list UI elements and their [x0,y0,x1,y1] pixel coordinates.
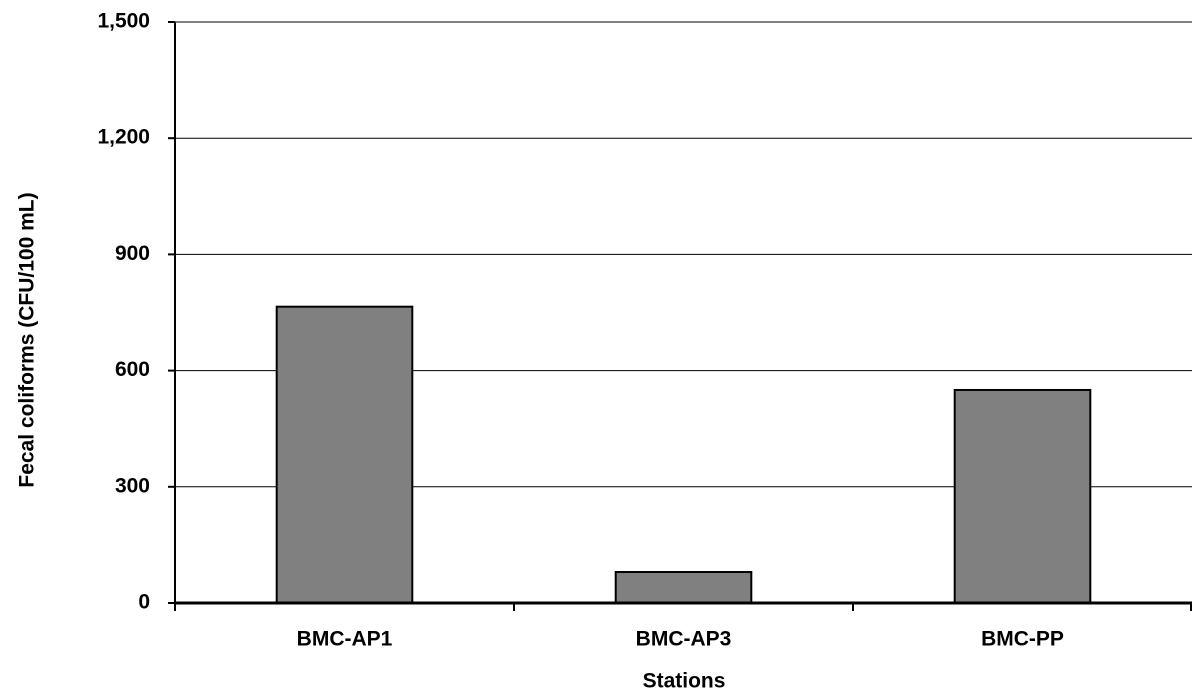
y-tick-label: 1,200 [97,126,150,149]
x-tick-label: BMC-PP [981,628,1064,651]
y-tick-label: 600 [115,358,150,381]
bar [275,305,414,604]
x-tick-label: BMC-AP3 [636,628,732,651]
y-tick-label: 0 [138,591,150,614]
x-axis-label: Stations [643,670,726,693]
bar [953,388,1092,605]
bar [614,571,753,604]
y-tick-label: 900 [115,242,150,265]
y-tick-label: 300 [115,474,150,497]
y-tick-label: 1,500 [97,10,150,33]
y-axis-label: Fecal coliforms (CFU/100 mL) [16,192,39,487]
x-tick-label: BMC-AP1 [297,628,393,651]
